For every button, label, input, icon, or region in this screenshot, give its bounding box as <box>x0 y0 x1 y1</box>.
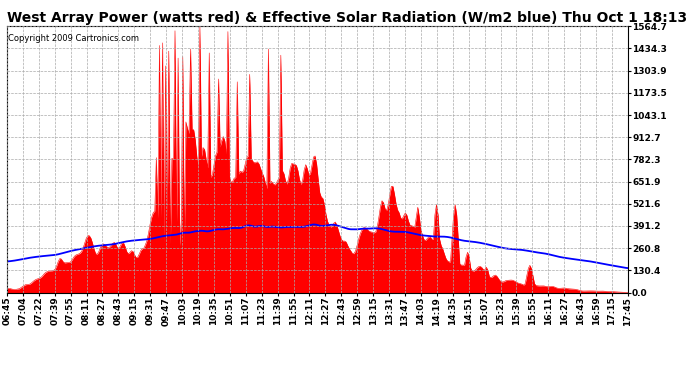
Text: Copyright 2009 Cartronics.com: Copyright 2009 Cartronics.com <box>8 34 139 43</box>
Text: West Array Power (watts red) & Effective Solar Radiation (W/m2 blue) Thu Oct 1 1: West Array Power (watts red) & Effective… <box>7 11 687 25</box>
